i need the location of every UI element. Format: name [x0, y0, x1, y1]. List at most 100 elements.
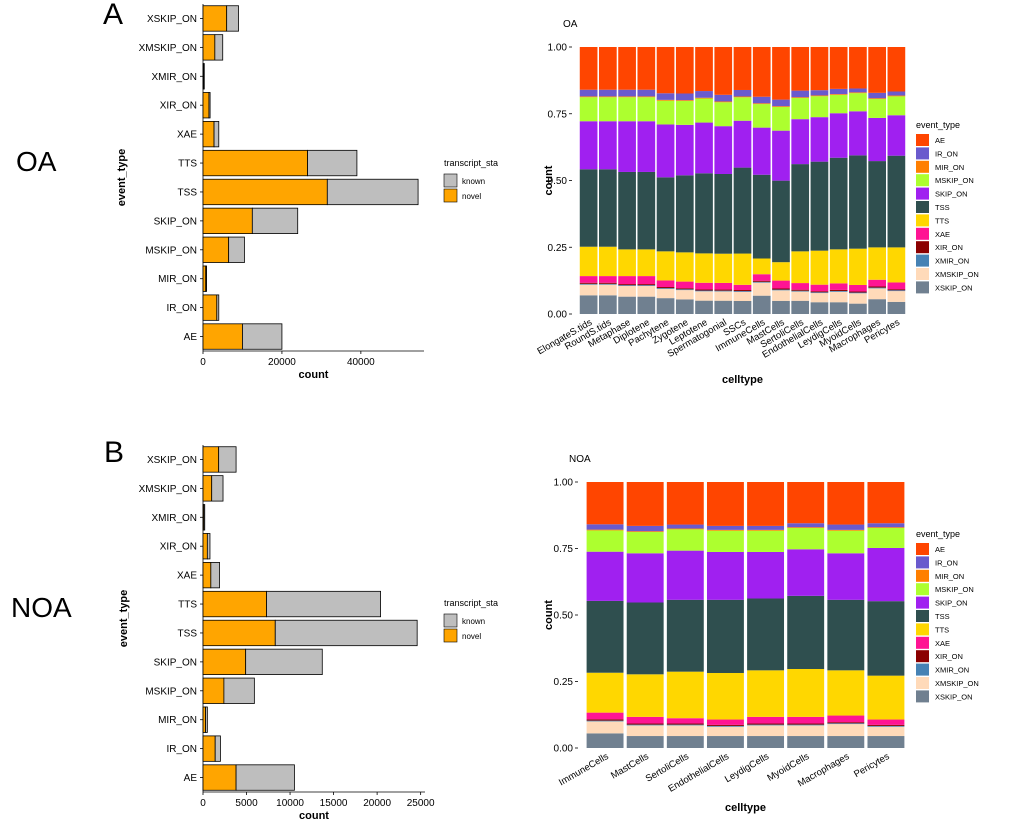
noa_prop-bar-immunecells-xir_on — [586, 719, 624, 721]
oa_count-legend-title: transcript_sta — [444, 158, 498, 168]
noa_prop-legend-label-mir_on: MIR_ON — [935, 572, 964, 581]
oa_prop-bar-diplotene-xskip_on — [637, 296, 656, 314]
noa_prop-bar-endothelialcells-xskip_on — [706, 736, 744, 748]
noa_prop-bar-myoidcells-ae — [787, 482, 825, 524]
oa_prop-bar-spermatogonial-xae — [714, 282, 733, 290]
oa_prop-bar-pericytes-ir_on — [887, 91, 906, 96]
oa_prop-bar-endothelialcells-mskip_on — [810, 96, 829, 118]
oa_prop-bar-mastcells-mir_on — [772, 106, 790, 107]
noa_count-bar-xir_on-novel — [202, 533, 208, 560]
oa_prop-bar-myoidcells-xae — [849, 284, 867, 292]
oa_prop-bar-myoidcells-xir_on — [849, 291, 867, 293]
noa_prop-legend-key-xir_on — [916, 650, 929, 663]
noa_prop-bar-sertolicells-xmir_on — [666, 724, 704, 726]
oa_prop-bar-metaphase-xmskip_on — [618, 285, 636, 297]
noa_prop-bar-leydigcells-skip_on — [747, 551, 785, 599]
noa_prop-bar-mastcells-mskip_on — [626, 532, 664, 554]
oa_prop-bar-endothelialcells-xskip_on — [810, 302, 829, 314]
oa_prop-ytick-label: 0.50 — [548, 176, 568, 187]
oa_prop-bar-sscs-ir_on — [733, 89, 752, 97]
noa_prop-bar-mastcells-mir_on — [626, 531, 664, 533]
oa_prop-bar-leptotene-ir_on — [695, 91, 713, 98]
oa_prop-legend-label-skip_on: SKIP_ON — [935, 190, 968, 199]
noa_prop-bar-macrophages-tts — [827, 670, 865, 716]
oa_count-ytick-label: MIR_ON — [158, 274, 197, 285]
noa_prop-bar-sertolicells-tts — [666, 671, 704, 719]
oa_count-bar-xmskip_on-novel — [202, 34, 216, 61]
noa_prop-legend-key-ae — [916, 543, 929, 555]
noa_prop-xtick-label: Pericytes — [852, 751, 892, 780]
panel-letter-a: A — [103, 0, 124, 31]
oa_prop-bar-zygotene-tts — [675, 252, 694, 282]
oa_prop-bar-pericytes-xir_on — [887, 289, 906, 291]
oa_prop-bar-sertolicells-skip_on — [791, 119, 810, 165]
noa_prop-bar-endothelialcells-tts — [706, 672, 744, 720]
noa_prop-ytick-label: 0.25 — [554, 677, 574, 688]
noa_prop-legend-label-xmir_on: XMIR_ON — [935, 666, 969, 675]
noa_prop-legend-key-tts — [916, 623, 929, 636]
noa_count-bar-skip_on-novel — [202, 648, 247, 675]
noa_prop-xtick-label: LeydigCells — [723, 751, 771, 785]
oa_count-ylabel: event_type — [116, 149, 128, 206]
oa_prop-bar-endothelialcells-skip_on — [810, 117, 829, 162]
noa_prop-legend-key-xskip_on — [916, 690, 929, 703]
noa_prop-bar-endothelialcells-mskip_on — [706, 530, 744, 552]
oa_prop-bar-mastcells-ae — [772, 47, 790, 100]
noa_prop-bar-sertolicells-xae — [666, 718, 704, 724]
noa_count-ytick-label: TTS — [178, 600, 197, 611]
noa_prop-bar-pericytes-xmir_on — [867, 725, 905, 727]
oa_prop-bar-pericytes-tts — [887, 247, 906, 283]
noa_count-bar-ae-known — [235, 764, 295, 791]
oa_prop-bar-pericytes-xae — [887, 282, 906, 290]
oa_prop-bar-immunecells-tss — [752, 174, 771, 259]
oa_prop-bar-sertolicells-xmir_on — [791, 290, 810, 292]
noa_prop-bar-myoidcells-mskip_on — [787, 528, 825, 550]
noa_count-legend-label-novel: novel — [462, 632, 481, 641]
oa_prop-bar-zygotene-xae — [675, 281, 694, 289]
oa_prop-xlabel: celltype — [722, 374, 763, 386]
noa_prop-bar-immunecells-tss — [586, 600, 624, 673]
noa_prop-bar-pericytes-xskip_on — [867, 736, 905, 748]
noa_prop-bar-pericytes-tts — [867, 675, 905, 720]
oa_prop-bar-elongatespermatids-ae — [579, 47, 598, 90]
oa_prop-bar-immunecells-xmskip_on — [752, 282, 771, 296]
oa_count-ytick-label: XMIR_ON — [151, 72, 197, 83]
oa_prop-legend-key-ae — [916, 134, 929, 146]
noa_prop-bar-mastcells-ae — [626, 482, 664, 526]
noa_prop-bar-myoidcells-skip_on — [787, 549, 825, 596]
oa_prop-bar-roundspermatids-xir_on — [599, 282, 617, 284]
oa_count-bar-xskip_on-known — [226, 5, 239, 32]
oa_prop-bar-roundspermatids-mskip_on — [599, 97, 617, 122]
noa_prop-bar-sertolicells-xir_on — [666, 723, 704, 725]
oa_prop-bar-mastcells-xir_on — [772, 288, 790, 290]
oa_prop-bar-endothelialcells-ir_on — [810, 90, 829, 96]
oa_prop-bar-roundspermatids-tts — [599, 246, 617, 277]
oa_prop-bar-immunecells-skip_on — [752, 127, 771, 175]
oa_prop-legend-label-ir_on: IR_ON — [935, 149, 958, 158]
noa_prop-bar-mastcells-xmir_on — [626, 724, 664, 726]
oa_prop-bar-myoidcells-ir_on — [849, 88, 867, 93]
oa_prop-bar-immunecells-tts — [752, 258, 771, 275]
oa_count-legend-label-novel: novel — [462, 192, 481, 201]
oa_prop-ytick-label: 1.00 — [548, 43, 568, 54]
noa_prop-bar-myoidcells-xir_on — [787, 723, 825, 725]
oa_prop-legend-label-xae: XAE — [935, 230, 950, 239]
noa_prop-bar-leydigcells-mskip_on — [747, 530, 785, 552]
oa_prop-bar-endothelialcells-xmskip_on — [810, 293, 829, 303]
oa_prop-bar-diplotene-skip_on — [637, 121, 656, 172]
noa_prop-bar-leydigcells-ir_on — [747, 525, 785, 530]
oa_prop-bar-leptotene-tss — [695, 173, 713, 254]
noa_prop-ytick-label: 0.00 — [554, 744, 574, 755]
oa_prop-bar-elongatespermatids-xir_on — [579, 282, 598, 284]
noa_prop-bar-pericytes-xae — [867, 719, 905, 725]
oa_prop-bar-metaphase-skip_on — [618, 121, 636, 172]
noa_count-bar-ir_on-known — [214, 735, 221, 762]
oa_count-ytick-label: XSKIP_ON — [147, 14, 197, 25]
noa_prop-bar-endothelialcells-xmir_on — [706, 725, 744, 727]
oa_prop-bar-pericytes-mir_on — [887, 95, 906, 97]
noa_count-bar-xae-known — [210, 562, 220, 589]
oa_count-ytick-label: XIR_ON — [160, 101, 197, 112]
noa_count-ylabel: event_type — [118, 590, 130, 647]
oa_prop-bar-leydigcells-xae — [829, 283, 848, 290]
oa_prop-bar-sscs-tts — [733, 253, 752, 285]
